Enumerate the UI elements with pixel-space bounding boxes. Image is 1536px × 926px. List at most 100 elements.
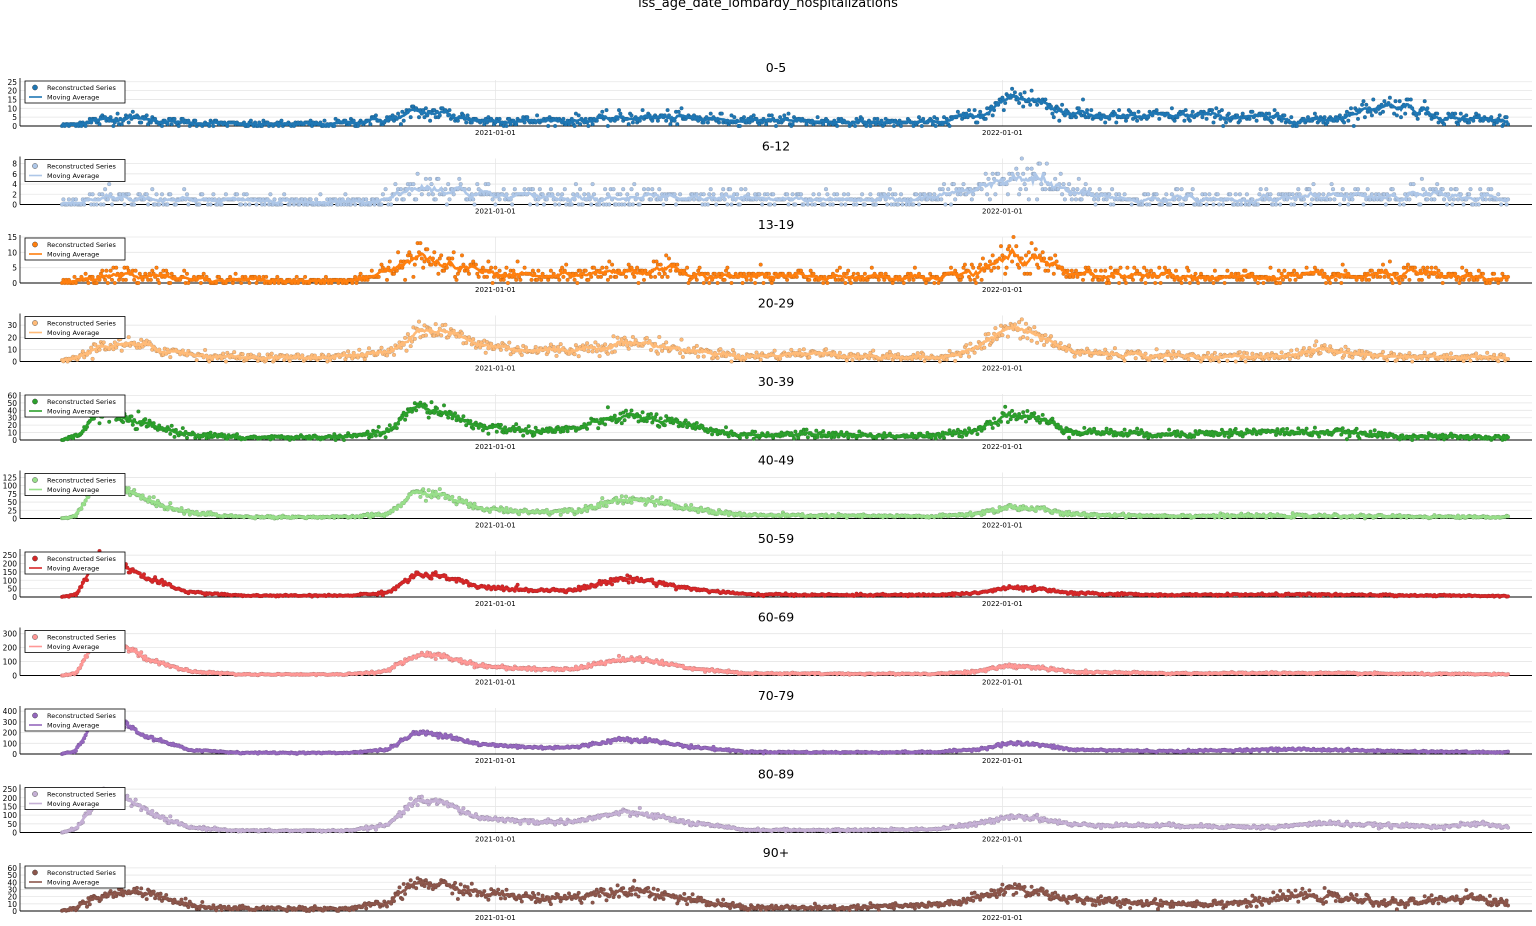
data-point (1367, 278, 1371, 282)
data-point (578, 122, 582, 126)
data-point (442, 404, 446, 408)
data-point (1217, 203, 1221, 207)
x-tick-label: 2021-01-01 (475, 365, 516, 373)
data-point (1420, 278, 1424, 282)
data-point (806, 435, 810, 439)
data-point (816, 115, 820, 119)
data-point (642, 187, 646, 191)
data-point (535, 278, 539, 282)
y-tick-label: 4 (12, 180, 17, 189)
data-point (630, 409, 634, 413)
data-point (530, 278, 534, 282)
data-point (403, 336, 407, 340)
data-point (1174, 269, 1178, 273)
data-point (853, 124, 857, 128)
data-point (606, 352, 610, 356)
data-point (863, 272, 867, 276)
data-point (1109, 266, 1113, 270)
data-point (146, 203, 150, 207)
data-point (1477, 269, 1481, 273)
data-point (660, 275, 664, 279)
data-point (938, 360, 942, 364)
data-point (802, 203, 806, 207)
data-point (1012, 235, 1016, 239)
data-point (1370, 269, 1374, 273)
data-point (102, 341, 106, 345)
x-tick-label: 2022-01-01 (982, 443, 1023, 451)
data-point (424, 106, 428, 110)
data-point (969, 278, 973, 282)
data-point (1149, 269, 1153, 273)
data-point (982, 346, 986, 350)
data-point (823, 203, 827, 207)
data-point (1408, 351, 1412, 355)
data-point (257, 353, 261, 357)
data-point (774, 124, 778, 128)
data-point (1021, 172, 1025, 176)
data-point (1032, 411, 1036, 415)
data-point (98, 421, 102, 425)
data-point (556, 192, 560, 196)
data-point (1109, 356, 1113, 360)
data-point (549, 269, 553, 273)
data-point (1099, 269, 1103, 273)
data-point (609, 275, 613, 279)
data-point (991, 114, 995, 118)
data-point (127, 192, 131, 196)
data-point (846, 192, 850, 196)
data-point (1134, 356, 1138, 360)
data-point (669, 269, 673, 273)
data-point (452, 192, 456, 196)
data-point (1321, 192, 1325, 196)
data-point (425, 247, 429, 251)
data-point (675, 263, 679, 267)
data-point (573, 352, 577, 356)
data-point (1410, 360, 1414, 364)
data-point (888, 187, 892, 191)
data-point (1324, 281, 1328, 285)
data-point (614, 275, 618, 279)
data-point (702, 355, 706, 359)
data-point (738, 203, 742, 207)
data-point (794, 203, 798, 207)
data-point (664, 119, 668, 123)
data-point (1496, 359, 1500, 363)
data-point (631, 335, 635, 339)
data-point (1259, 187, 1263, 191)
data-point (1430, 266, 1434, 270)
data-point (1388, 198, 1392, 202)
data-point (1469, 359, 1473, 363)
data-point (1212, 203, 1216, 207)
y-tick-label: 20 (7, 87, 17, 96)
data-point (87, 281, 91, 285)
legend-label-line: Moving Average (47, 329, 99, 337)
data-point (794, 430, 798, 434)
data-point (764, 122, 768, 126)
data-point (1259, 352, 1263, 356)
data-point (813, 203, 817, 207)
data-point (1123, 359, 1127, 363)
data-point (1256, 203, 1260, 207)
data-point (563, 187, 567, 191)
data-point (1295, 348, 1299, 352)
data-point (755, 351, 759, 355)
data-point (1094, 269, 1098, 273)
data-point (519, 278, 523, 282)
data-point (1364, 103, 1368, 107)
data-point (785, 192, 789, 196)
data-point (1505, 115, 1509, 119)
data-point (1269, 266, 1273, 270)
data-point (1187, 269, 1191, 273)
data-point (467, 187, 471, 191)
data-point (1130, 203, 1134, 207)
data-point (1456, 198, 1460, 202)
data-point (984, 172, 988, 176)
data-point (578, 269, 582, 273)
data-point (330, 203, 334, 207)
data-point (1049, 257, 1053, 261)
data-point (953, 198, 957, 202)
data-point (1477, 203, 1481, 207)
data-point (1216, 192, 1220, 196)
data-point (1067, 182, 1071, 186)
